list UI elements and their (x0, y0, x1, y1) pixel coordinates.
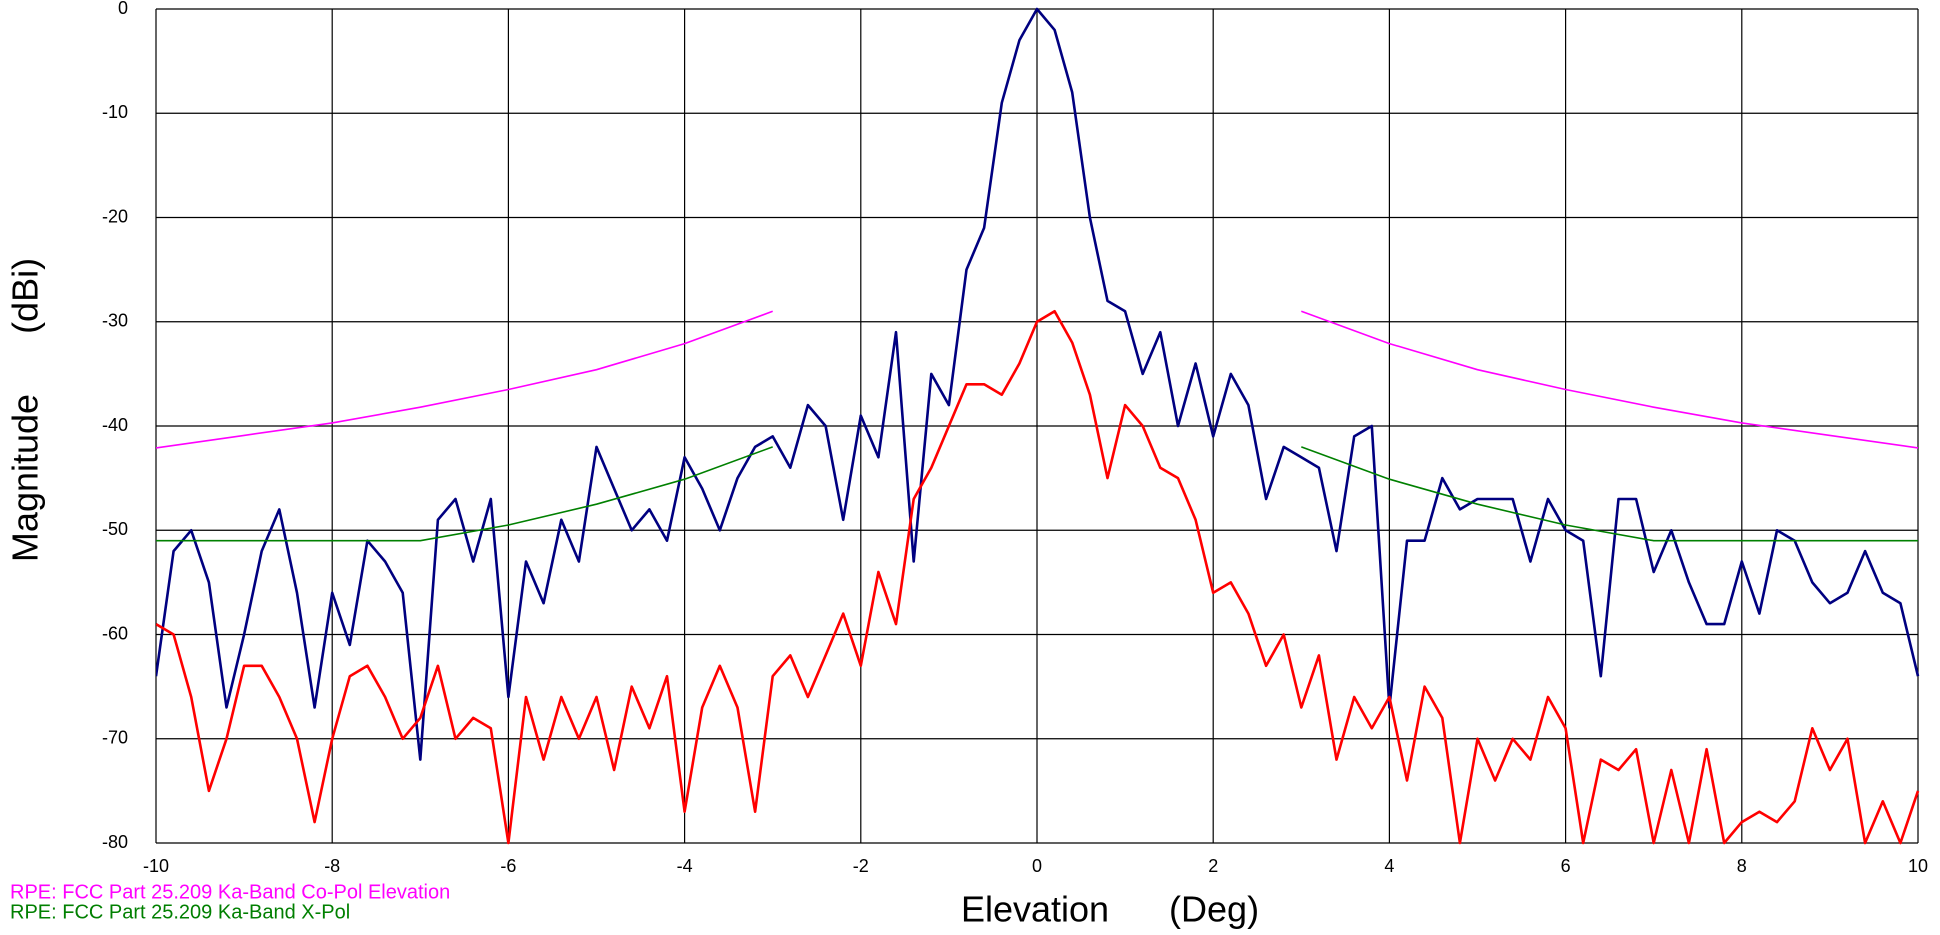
x-tick-label: -6 (500, 856, 516, 876)
y-tick-label: -20 (102, 206, 128, 226)
legend-entry: RPE: FCC Part 25.209 Ka-Band Co-Pol Elev… (10, 881, 450, 903)
x-tick-label: 0 (1032, 856, 1042, 876)
y-tick-label: -30 (102, 311, 128, 331)
plot-lines (156, 7, 1920, 845)
x-tick-label: 10 (1908, 856, 1928, 876)
x-tick-label: -8 (324, 856, 340, 876)
y-tick-label: -50 (102, 519, 128, 539)
x-tick-label: 2 (1208, 856, 1218, 876)
x-tick-label: -10 (143, 856, 169, 876)
x-tick-label: 6 (1561, 856, 1571, 876)
y-tick-label: -80 (102, 832, 128, 852)
series-line (156, 310, 1920, 845)
x-axis-title: Elevation (Deg) (961, 889, 1259, 930)
y-tick-label: -60 (102, 623, 128, 643)
y-tick-label: -70 (102, 728, 128, 748)
y-tick-label: 0 (118, 0, 128, 18)
legend-entry: RPE: FCC Part 25.209 Ka-Band X-Pol (10, 901, 350, 923)
series-line (156, 7, 1920, 761)
x-tick-label: 8 (1737, 856, 1747, 876)
x-tick-label: -4 (677, 856, 693, 876)
x-tick-label: -2 (853, 856, 869, 876)
y-axis-title: Magnitude (dBi) (5, 258, 46, 562)
x-tick-label: 4 (1384, 856, 1394, 876)
series-line (156, 310, 1919, 449)
y-tick-label: -10 (102, 102, 128, 122)
y-tick-label: -40 (102, 415, 128, 435)
series-line (156, 446, 1918, 542)
